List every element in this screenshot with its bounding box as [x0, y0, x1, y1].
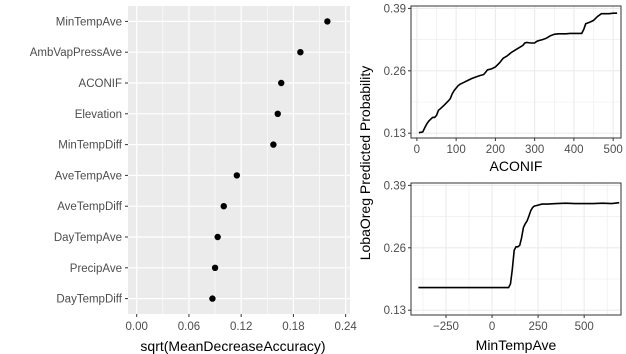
importance-points [209, 18, 331, 302]
importance-y-label-precipave: PrecipAve [70, 263, 122, 275]
importance-x-label: 0.18 [282, 321, 304, 333]
aconif-x-label: 400 [564, 144, 583, 156]
importance-y-label-mintempave: MinTempAve [56, 16, 122, 28]
aconif-y-label: 0.26 [384, 66, 406, 78]
importance-point-ambvappressave [297, 49, 304, 56]
importance-x-axis: 0.00 0.06 0.12 0.18 0.24 [126, 314, 357, 333]
importance-x-axis-title: sqrt(MeanDecreaseAccuracy) [140, 338, 325, 354]
importance-y-axis: MinTempAve AmbVapPressAve ACONIF Elevation M… [30, 16, 128, 306]
importance-panel-background [128, 6, 350, 314]
importance-x-label: 0.24 [334, 321, 357, 333]
importance-point-mintempave [324, 18, 331, 25]
mintempave-grid [411, 183, 621, 315]
aconif-series-line [418, 12, 618, 134]
mintempave-y-label: 0.13 [384, 305, 406, 317]
importance-point-mintempdiff [270, 141, 277, 148]
mintempave-x-label: 500 [575, 321, 594, 333]
aconif-x-axis-title: ACONIF [490, 158, 543, 174]
variable-importance-chart: MinTempAve AmbVapPressAve ACONIF Elevation M… [30, 6, 357, 354]
aconif-y-label: 0.13 [384, 128, 406, 140]
importance-y-label-mintempdiff: MinTempDiff [58, 140, 122, 152]
mintempave-x-axis: −250 0 250 500 [433, 315, 594, 333]
aconif-x-label: 100 [447, 144, 466, 156]
mintempave-x-axis-title: MinTempAve [476, 337, 557, 353]
mintempave-series-line [418, 201, 620, 289]
mintempave-x-label: −250 [433, 321, 459, 333]
aconif-y-label: 0.39 [384, 3, 406, 15]
importance-point-precipave [211, 264, 219, 271]
mintempave-x-label: 250 [529, 321, 548, 333]
importance-y-label-aconif: ACONIF [79, 78, 122, 90]
mintempave-x-label: 0 [489, 321, 495, 333]
aconif-y-axis: 0.13 0.26 0.39 [384, 3, 411, 140]
aconif-panel-border [410, 5, 622, 139]
importance-point-elevation [274, 110, 281, 118]
importance-x-label: 0.00 [126, 321, 148, 333]
importance-point-avetempdiff [220, 203, 227, 210]
aconif-x-label: 0 [414, 144, 420, 156]
importance-point-daytempdiff [209, 295, 216, 302]
importance-y-label-elevation: Elevation [75, 109, 122, 121]
importance-x-label: 0.06 [178, 321, 200, 333]
mintempave-partial-dependence-chart: 0.13 0.26 0.39 −250 0 250 500 MinTempAve [384, 180, 622, 353]
mintempave-y-label: 0.26 [384, 243, 406, 255]
importance-y-label-avetempave: AveTempAve [55, 170, 122, 182]
importance-point-aconif [278, 79, 285, 87]
aconif-x-axis: 0 100 200 300 400 500 [414, 138, 623, 156]
aconif-x-label: 300 [525, 144, 544, 156]
shared-y-axis-title: LobaOreg Predicted Probability [357, 66, 373, 261]
mintempave-panel-border [410, 182, 622, 316]
aconif-grid [411, 6, 621, 138]
aconif-partial-dependence-chart: 0.13 0.26 0.39 0 100 200 300 400 500 ACONIF [384, 3, 623, 174]
importance-y-label-ambvappressave: AmbVapPressAve [30, 47, 122, 59]
aconif-x-label: 500 [604, 144, 623, 156]
importance-point-daytempave [214, 233, 221, 241]
importance-y-label-daytempdiff: DayTempDiff [56, 294, 122, 306]
aconif-x-label: 200 [486, 144, 505, 156]
importance-y-label-daytempave: DayTempAve [54, 232, 122, 244]
mintempave-y-label: 0.39 [384, 180, 406, 192]
aconif-panel-background [411, 6, 621, 138]
mintempave-y-axis: 0.13 0.26 0.39 [384, 180, 411, 317]
importance-point-avetempave [233, 172, 241, 179]
importance-y-label-avetempdiff: AveTempDiff [57, 201, 123, 213]
importance-x-label: 0.12 [230, 321, 252, 333]
